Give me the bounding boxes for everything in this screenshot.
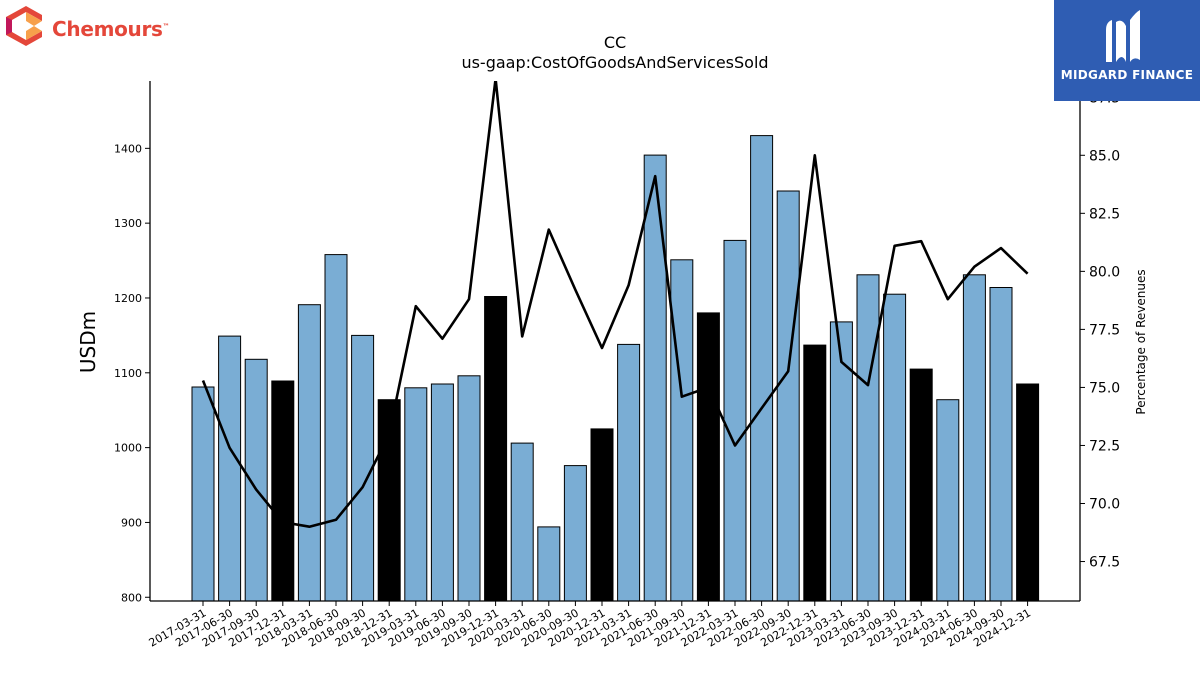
midgard-logo-icon <box>1106 10 1140 63</box>
series-line <box>201 81 1029 529</box>
y-tick-label: 1300 <box>114 217 142 230</box>
bar <box>351 334 375 602</box>
bar <box>723 239 747 602</box>
bar <box>297 304 321 602</box>
chemours-logo-text: Chemours™ <box>52 17 170 41</box>
bar <box>218 335 242 602</box>
y-tick-label: 1000 <box>114 442 142 455</box>
line-layer <box>201 81 1029 529</box>
y2-tick-label: 77.5 <box>1089 322 1120 338</box>
bar <box>829 321 853 602</box>
y2-tick-label: 67.5 <box>1089 555 1120 571</box>
bar <box>191 386 215 602</box>
y-axis-label: USDm <box>76 311 100 373</box>
bar <box>430 383 454 602</box>
y2-tick-label: 82.5 <box>1089 206 1120 222</box>
bar <box>962 274 986 602</box>
y2-tick-label: 72.5 <box>1089 438 1120 454</box>
bar <box>537 526 561 602</box>
bar <box>457 375 481 602</box>
bar <box>643 154 667 602</box>
y2-tick-label: 80.0 <box>1089 264 1120 280</box>
bar <box>244 358 268 602</box>
y-tick-label: 800 <box>121 591 142 604</box>
y-tick-label: 1100 <box>114 367 142 380</box>
bar <box>563 465 587 602</box>
bar <box>590 428 614 602</box>
bar <box>989 287 1013 602</box>
midgard-finance-logo: MIDGARD FINANCE <box>1054 0 1200 101</box>
bar <box>670 259 694 602</box>
bar <box>856 274 880 602</box>
bar <box>696 312 720 602</box>
midgard-logo-text: MIDGARD FINANCE <box>1060 68 1194 82</box>
bar <box>404 387 428 602</box>
bar <box>750 135 774 602</box>
y2-tick-label: 75.0 <box>1089 380 1120 396</box>
y-tick-label: 1400 <box>114 142 142 155</box>
chemours-logo: Chemours™ <box>4 4 170 48</box>
bar <box>617 343 641 602</box>
y-tick-label: 1200 <box>114 292 142 305</box>
y-tick-label: 900 <box>121 516 142 529</box>
bar <box>510 442 534 602</box>
bar <box>776 190 800 602</box>
chart-title: CC <box>604 33 626 52</box>
chart-subtitle: us-gaap:CostOfGoodsAndServicesSold <box>461 53 768 72</box>
bars-layer <box>191 135 1040 602</box>
bar <box>803 344 827 602</box>
bar <box>936 399 960 602</box>
chemours-logo-icon <box>6 6 42 46</box>
bar <box>484 296 508 602</box>
y2-tick-label: 85.0 <box>1089 148 1120 164</box>
bar <box>1016 383 1040 602</box>
bar <box>909 368 933 602</box>
bar <box>324 254 348 602</box>
y2-tick-label: 70.0 <box>1089 497 1120 513</box>
bar <box>883 293 907 602</box>
y2-axis-label: Percentage of Revenues <box>1134 269 1148 414</box>
bar <box>271 380 295 602</box>
